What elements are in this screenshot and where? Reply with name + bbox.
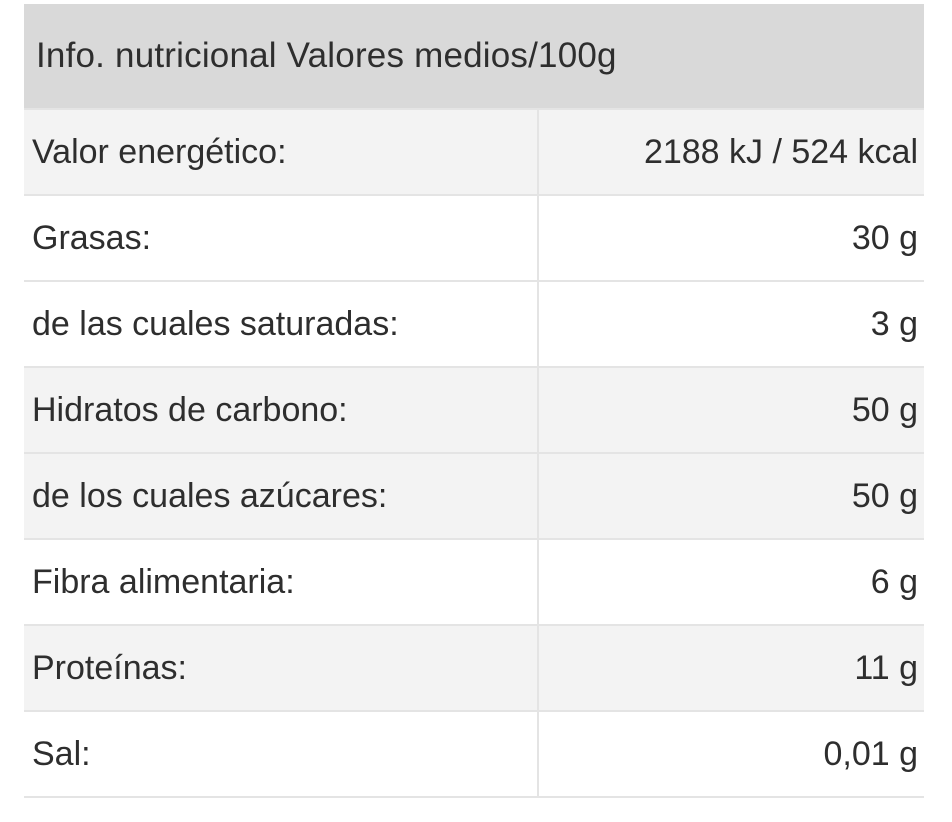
row-label: de las cuales saturadas: bbox=[24, 282, 539, 366]
nutrition-table-header: Info. nutricional Valores medios/100g bbox=[24, 4, 924, 108]
row-label: Fibra alimentaria: bbox=[24, 540, 539, 624]
row-value: 3 g bbox=[870, 304, 918, 343]
row-value: 6 g bbox=[870, 562, 918, 601]
row-value: 0,01 g bbox=[823, 734, 918, 773]
table-row: Valor energético: 2188 kJ / 524 kcal bbox=[24, 110, 924, 196]
row-label: Grasas: bbox=[24, 196, 539, 280]
row-label: Valor energético: bbox=[24, 110, 539, 194]
row-value: 50 g bbox=[851, 476, 918, 515]
row-value: 30 g bbox=[851, 218, 918, 257]
nutrition-table-title: Info. nutricional Valores medios/100g bbox=[36, 36, 617, 75]
row-label: Hidratos de carbono: bbox=[24, 368, 539, 452]
row-label: Proteínas: bbox=[24, 626, 539, 710]
table-row: Hidratos de carbono: 50 g bbox=[24, 368, 924, 454]
row-label: Sal: bbox=[24, 712, 539, 796]
table-row: Proteínas: 11 g bbox=[24, 626, 924, 712]
nutrition-table: Info. nutricional Valores medios/100g Va… bbox=[24, 4, 924, 798]
table-row: de las cuales saturadas: 3 g bbox=[24, 282, 924, 368]
nutrition-table-body: Valor energético: 2188 kJ / 524 kcal Gra… bbox=[24, 108, 924, 798]
row-value: 2188 kJ / 524 kcal bbox=[643, 132, 918, 171]
table-row: Grasas: 30 g bbox=[24, 196, 924, 282]
table-row: Sal: 0,01 g bbox=[24, 712, 924, 798]
table-row: Fibra alimentaria: 6 g bbox=[24, 540, 924, 626]
table-row: de los cuales azúcares: 50 g bbox=[24, 454, 924, 540]
row-value: 11 g bbox=[854, 648, 918, 687]
row-label: de los cuales azúcares: bbox=[24, 454, 539, 538]
row-value: 50 g bbox=[851, 390, 918, 429]
